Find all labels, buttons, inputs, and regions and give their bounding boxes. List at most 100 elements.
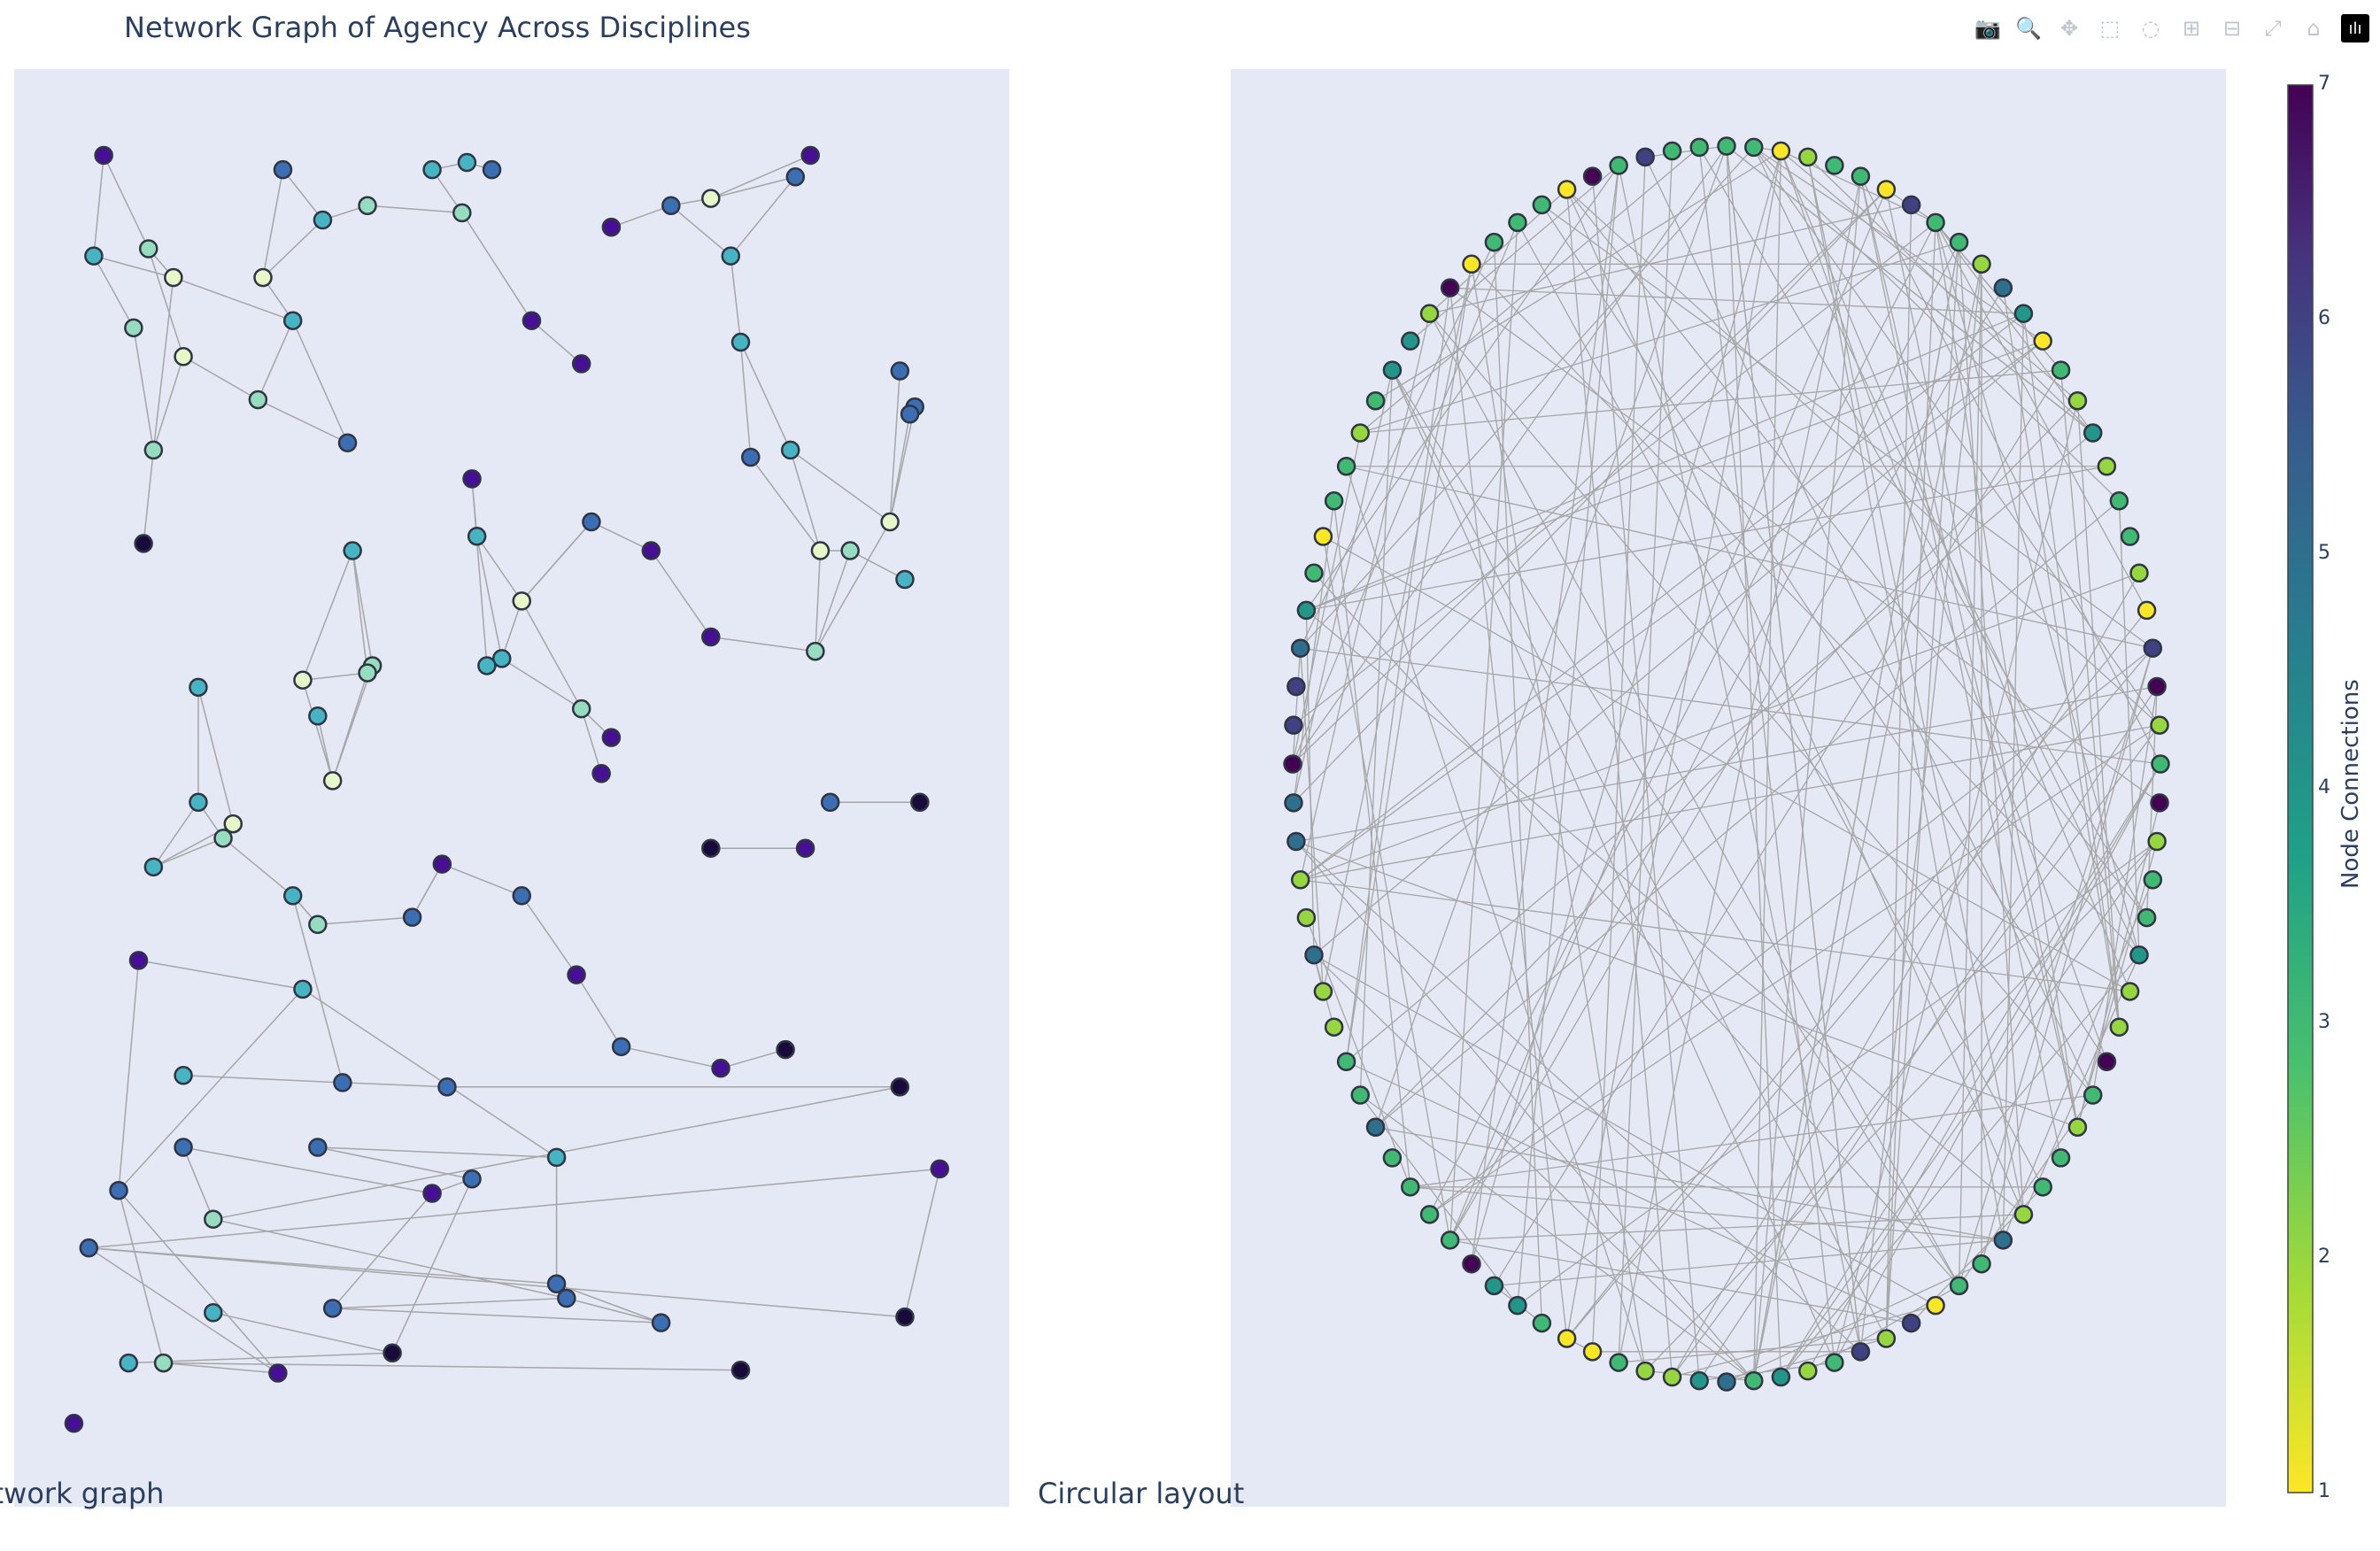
circular-node[interactable] [1584,168,1601,185]
circular-node[interactable] [1826,1354,1843,1371]
circular-node[interactable] [1745,1372,1762,1389]
circular-node[interactable] [1305,946,1322,963]
network-node[interactable] [135,535,152,552]
network-node[interactable] [782,442,799,459]
circular-node[interactable] [1852,168,1869,185]
circular-node[interactable] [1558,181,1575,198]
circular-node[interactable] [1352,1087,1369,1104]
network-node[interactable] [573,355,590,372]
circular-node[interactable] [2131,946,2148,963]
network-node[interactable] [896,1308,913,1325]
circular-node[interactable] [1315,983,1332,999]
network-node[interactable] [653,1315,669,1331]
network-node[interactable] [514,887,530,904]
circular-node[interactable] [1637,149,1654,166]
circular-node[interactable] [2144,871,2161,888]
network-node[interactable] [797,840,814,857]
network-node[interactable] [722,248,739,265]
network-node[interactable] [284,887,301,904]
circular-node[interactable] [2052,362,2069,379]
network-node[interactable] [732,1362,749,1378]
circular-node[interactable] [1637,1362,1654,1379]
network-node[interactable] [583,513,599,530]
circular-node[interactable] [1664,1369,1681,1385]
circular-node[interactable] [2111,492,2128,509]
network-node[interactable] [309,1139,326,1156]
circular-node[interactable] [2084,424,2101,441]
network-node[interactable] [314,212,331,228]
network-node[interactable] [424,161,441,178]
circular-node[interactable] [2149,678,2166,695]
network-node[interactable] [593,765,610,782]
circular-node[interactable] [1285,756,1302,773]
network-node[interactable] [284,313,301,329]
network-node[interactable] [96,147,112,164]
circular-node[interactable] [2138,909,2155,926]
network-node[interactable] [702,840,719,857]
network-node[interactable] [468,528,485,544]
circular-node[interactable] [1367,1119,1384,1136]
circular-node[interactable] [1928,1297,1944,1314]
circular-node[interactable] [2069,1119,2086,1136]
circular-node[interactable] [1463,256,1480,273]
network-node[interactable] [464,470,481,487]
circular-node[interactable] [2015,305,2032,322]
circular-node[interactable] [1352,424,1369,441]
circular-node[interactable] [2152,756,2169,773]
network-node[interactable] [548,1149,565,1166]
network-node[interactable] [478,657,495,674]
circular-node[interactable] [1402,1178,1418,1195]
network-node[interactable] [911,794,928,811]
network-node[interactable] [85,248,102,265]
network-node[interactable] [189,679,206,696]
circular-node[interactable] [2052,1149,2069,1166]
circular-node[interactable] [2138,602,2155,619]
network-node[interactable] [120,1354,137,1371]
circular-node[interactable] [1285,794,1302,811]
circular-node[interactable] [1441,1231,1458,1248]
network-node[interactable] [702,629,719,645]
network-node[interactable] [205,1211,221,1228]
network-node[interactable] [145,442,162,459]
circular-node[interactable] [1509,1297,1526,1314]
network-node[interactable] [523,313,540,329]
circular-node[interactable] [1611,157,1627,174]
circular-node[interactable] [1664,143,1681,159]
network-node[interactable] [155,1354,172,1371]
network-node[interactable] [812,543,829,559]
circular-node[interactable] [2084,1087,2101,1104]
circular-node[interactable] [1584,1343,1601,1360]
network-node[interactable] [359,197,376,214]
circular-node[interactable] [2035,1178,2052,1195]
network-node[interactable] [453,204,470,221]
network-node[interactable] [274,161,291,178]
network-node[interactable] [464,1170,481,1187]
circular-node[interactable] [1719,138,1735,155]
network-node[interactable] [255,269,272,286]
circular-node[interactable] [2144,640,2161,657]
network-node[interactable] [205,1304,221,1321]
network-node[interactable] [931,1161,948,1177]
network-node[interactable] [573,700,590,717]
circular-node[interactable] [1292,871,1309,888]
network-node[interactable] [777,1041,794,1058]
circular-node[interactable] [1441,280,1458,297]
circular-node[interactable] [1951,234,1967,251]
circular-node[interactable] [1384,1149,1401,1166]
circular-node[interactable] [1338,1053,1355,1070]
network-node[interactable] [896,571,913,588]
circular-node[interactable] [1298,909,1315,926]
circular-node[interactable] [2015,1206,2032,1223]
circular-node[interactable] [2149,833,2166,850]
circular-node[interactable] [2098,1053,2115,1070]
network-node[interactable] [882,513,899,530]
circular-node[interactable] [1974,256,1990,273]
circular-node[interactable] [1691,1372,1708,1389]
network-plot-area[interactable] [14,69,1009,1507]
network-node[interactable] [339,435,356,451]
network-node[interactable] [802,147,819,164]
network-node[interactable] [603,219,620,235]
network-node[interactable] [842,543,859,559]
network-node[interactable] [165,269,182,286]
network-node[interactable] [384,1345,401,1362]
